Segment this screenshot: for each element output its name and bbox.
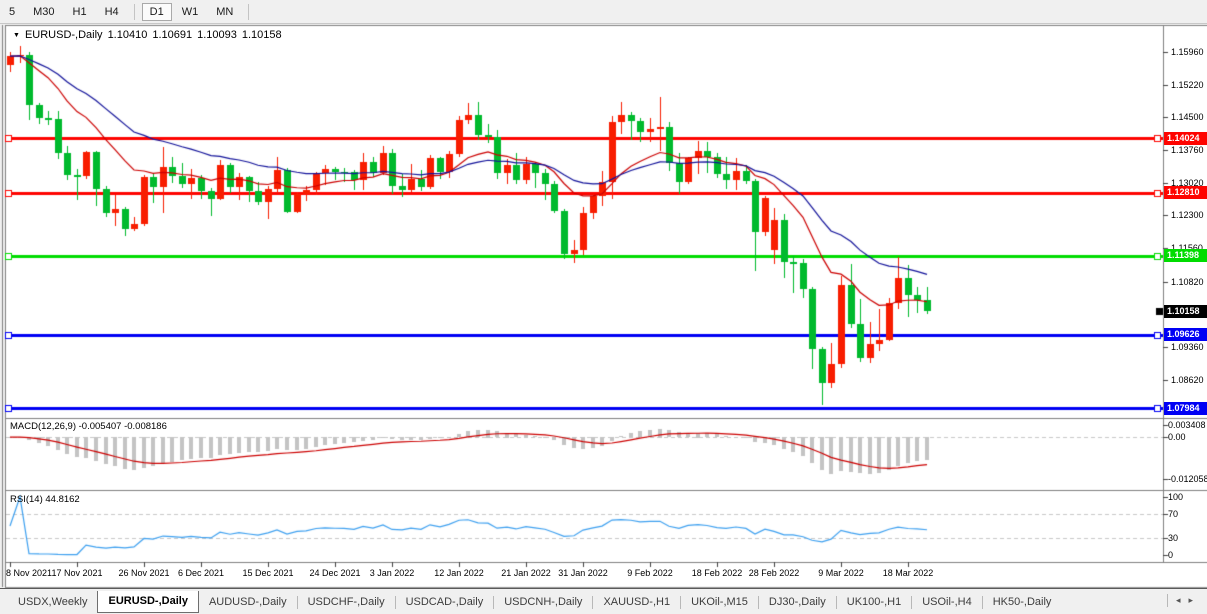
price-tick-label: 1.09360 [1171, 341, 1204, 352]
price-tick-label: 1.11560 [1171, 243, 1203, 253]
symbol-tab-bar: USDX,Weekly EURUSD-,Daily AUDUSD-,Daily USD… [0, 588, 1207, 614]
price-level-badge: 1.12810 [1164, 186, 1207, 199]
price-tick-label: 1.12300 [1171, 210, 1204, 221]
tab-separator [911, 595, 913, 609]
price-tick-label: 1.13020 [1171, 178, 1204, 189]
macd-main-value: -0.005407 [78, 421, 122, 432]
tab-scroll-arrows: ◂▸ [1166, 594, 1201, 607]
ohlc-low: 1.10093 [197, 29, 237, 41]
date-tick-label: 6 Dec 2021 [177, 568, 225, 578]
rsi-indicator-label: RSI(14) 44.8162 [10, 494, 80, 505]
rsi-tick-label: 100 [1168, 491, 1184, 502]
macd-tick-label: 0.003408 [1168, 420, 1206, 431]
tab-scroll-right-icon[interactable]: ▸ [1188, 594, 1201, 605]
rsi-tick-label: 0 [1168, 550, 1174, 561]
price-tick-label: 1.15960 [1171, 47, 1204, 58]
symbol-tab-dj30daily[interactable]: DJ30-,Daily [768, 596, 826, 608]
macd-signal-value: -0.008186 [124, 421, 167, 432]
macd-tick-label: 0.00 [1168, 432, 1186, 443]
symbol-tab-usoilh4[interactable]: USOil-,H4 [922, 596, 972, 608]
toolbar-separator [133, 3, 135, 20]
symbol-period-label: EURUSD-,Daily [24, 29, 103, 41]
tab-separator [981, 595, 983, 609]
symbol-tab-usdchfdaily[interactable]: USDCHF-,Daily [307, 596, 385, 608]
date-tick-label: 24 Dec 2021 [309, 568, 361, 578]
rsi-value: 44.8162 [45, 494, 80, 505]
date-tick-label: 3 Jan 2022 [369, 568, 415, 578]
current-price-badge: 1.10158 [1164, 305, 1207, 318]
price-tick-label: 1.14500 [1171, 112, 1204, 123]
date-tick-label: 18 Feb 2022 [691, 568, 743, 578]
chart-title: ▼ EURUSD-,Daily 1.10410 1.10691 1.10093 1.101… [13, 29, 287, 41]
toolbar-separator [248, 3, 250, 20]
macd-tick-label: -0.012058 [1168, 474, 1207, 485]
symbol-tab-usdcaddaily[interactable]: USDCAD-,Daily [405, 596, 484, 608]
price-tick-label: 1.10820 [1171, 276, 1204, 287]
date-tick-label: 8 Nov 2021 [6, 568, 53, 578]
date-tick-label: 15 Dec 2021 [242, 568, 294, 578]
date-tick-label: 12 Jan 2022 [434, 568, 484, 578]
tab-separator [835, 595, 837, 609]
timeframe-button-w1[interactable]: W1 [181, 5, 199, 18]
price-tick-label: 1.15220 [1171, 80, 1204, 91]
price-level-badge: 1.09626 [1164, 328, 1207, 341]
date-tick-label: 9 Mar 2022 [818, 568, 864, 578]
timeframe-button-mn[interactable]: MN [216, 5, 234, 18]
tab-separator [757, 595, 759, 609]
symbol-tab-uk100h1[interactable]: UK100-,H1 [846, 596, 902, 608]
date-tick-label: 21 Jan 2022 [501, 568, 551, 578]
date-tick-label: 17 Nov 2021 [51, 568, 103, 578]
price-level-badge: 1.14024 [1164, 132, 1207, 145]
chevron-down-icon[interactable]: ▼ [13, 32, 20, 39]
tab-separator [592, 595, 594, 609]
symbol-tab-xauusdh1[interactable]: XAUUSD-,H1 [603, 596, 671, 608]
symbol-tab-ukoilm15[interactable]: UKOil-,M15 [691, 596, 748, 608]
date-tick-label: 18 Mar 2022 [882, 568, 934, 578]
rsi-tick-label: 30 [1168, 532, 1179, 543]
tab-separator [493, 595, 495, 609]
tab-separator [394, 595, 396, 609]
date-tick-label: 28 Feb 2022 [748, 568, 800, 578]
tab-separator [296, 595, 298, 609]
timeframe-button-m30[interactable]: M30 [33, 5, 55, 18]
date-tick-label: 31 Jan 2022 [558, 568, 608, 578]
symbol-tab-eurusddaily[interactable]: EURUSD-,Daily [97, 590, 199, 613]
timeframe-button-d1[interactable]: D1 [141, 2, 172, 21]
tab-separator [680, 595, 682, 609]
price-tick-label: 1.13760 [1171, 145, 1204, 156]
divider [1166, 594, 1168, 607]
symbol-tab-hk50daily[interactable]: HK50-,Daily [992, 596, 1052, 608]
symbol-tab-usdxweekly[interactable]: USDX,Weekly [18, 596, 88, 608]
tab-scroll-left-icon[interactable]: ◂ [1175, 594, 1189, 605]
date-tick-label: 26 Nov 2021 [118, 568, 170, 578]
macd-indicator-label: MACD(12,26,9) -0.005407 -0.008186 [10, 421, 167, 432]
symbol-tab-usdcnhdaily[interactable]: USDCNH-,Daily [504, 596, 583, 608]
timeframe-button-h4[interactable]: H4 [104, 5, 119, 18]
ohlc-close: 1.10158 [241, 29, 282, 41]
date-tick-label: 9 Feb 2022 [627, 568, 673, 578]
timeframe-toolbar: 5 M30 H1 H4 D1 W1 MN [0, 0, 1207, 24]
rsi-name: RSI(14) [10, 494, 43, 505]
ohlc-open: 1.10410 [107, 29, 148, 41]
ohlc-high: 1.10691 [152, 29, 193, 41]
symbol-tab-audusddaily[interactable]: AUDUSD-,Daily [208, 596, 287, 608]
price-level-badge: 1.07984 [1164, 402, 1207, 415]
rsi-tick-label: 70 [1168, 509, 1179, 520]
price-tick-label: 1.08620 [1171, 374, 1204, 385]
macd-name: MACD(12,26,9) [10, 421, 76, 432]
timeframe-button-h1[interactable]: H1 [72, 5, 87, 18]
price-level-badge: 1.11398 [1164, 249, 1207, 262]
timeframe-button-5[interactable]: 5 [9, 5, 16, 18]
